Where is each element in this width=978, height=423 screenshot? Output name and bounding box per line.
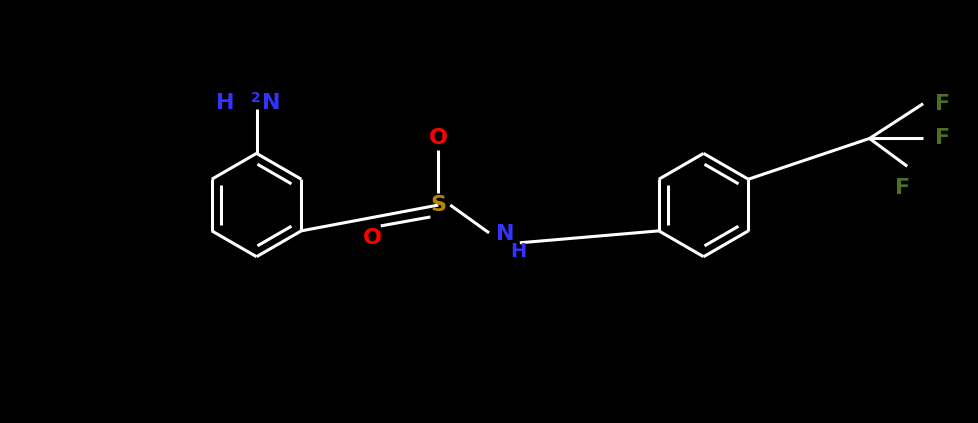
Text: F: F — [894, 178, 909, 198]
Text: F: F — [934, 94, 950, 114]
Text: N: N — [495, 224, 513, 244]
Text: H: H — [216, 93, 235, 113]
Text: F: F — [934, 129, 950, 148]
Text: N: N — [261, 93, 280, 113]
Text: O: O — [428, 129, 447, 148]
Text: S: S — [430, 195, 446, 215]
Text: 2: 2 — [250, 91, 260, 105]
Text: O: O — [363, 228, 381, 248]
Text: H: H — [511, 242, 526, 261]
